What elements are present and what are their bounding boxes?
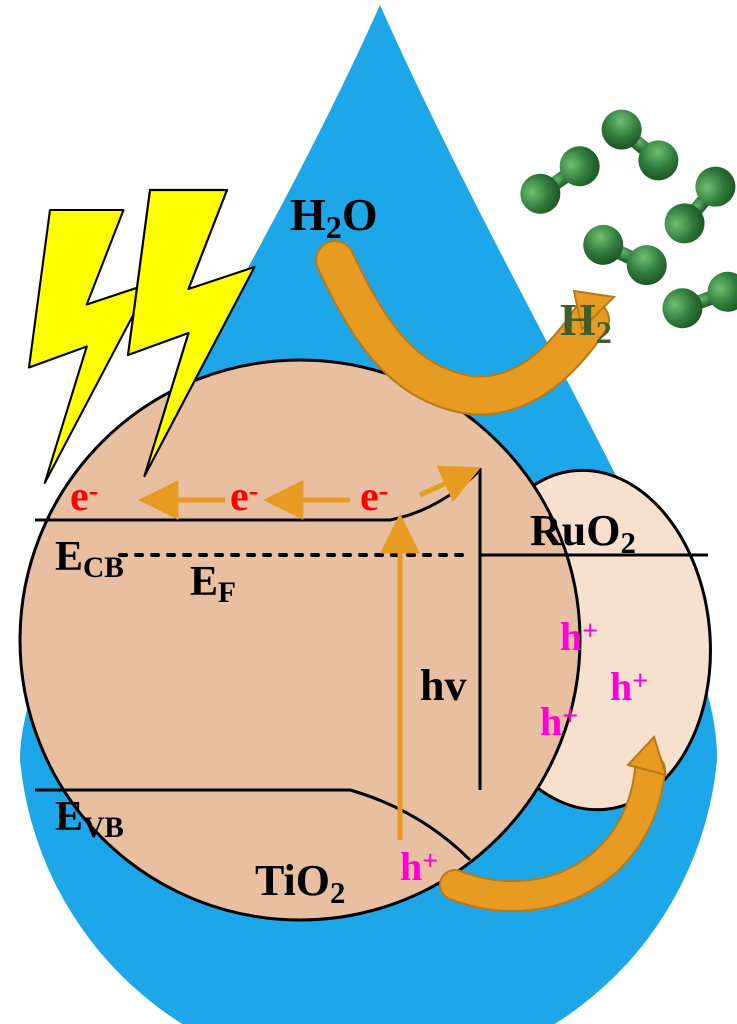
- h2-molecule-5: [657, 266, 737, 334]
- h2-molecule-1: [512, 138, 607, 221]
- h2-molecule-2: [593, 101, 686, 188]
- label-hv: hv: [420, 661, 466, 710]
- h2-molecule-4: [577, 218, 674, 291]
- label-ruo2: RuO2: [530, 506, 636, 560]
